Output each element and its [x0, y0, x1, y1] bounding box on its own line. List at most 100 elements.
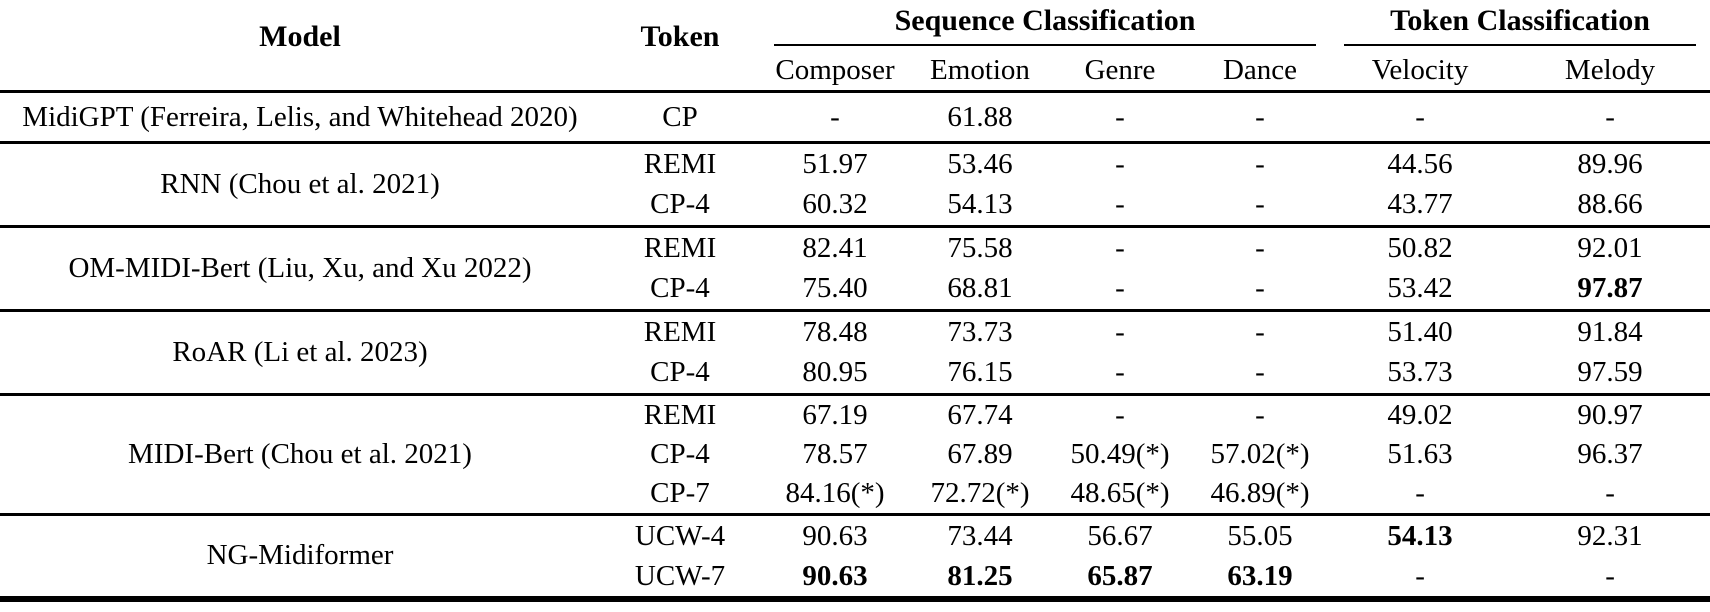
metric-value: - — [1115, 272, 1125, 305]
metric-value: 81.25 — [947, 559, 1013, 592]
token-type: REMI — [643, 147, 717, 180]
metric-value: - — [1255, 398, 1265, 431]
model-group: NG-Midiformer UCW-4 90.63 73.44 56.67 55.05 54… — [0, 514, 1710, 599]
token-type: REMI — [643, 315, 717, 348]
metric-value: - — [1255, 231, 1265, 264]
table-row: UCW-7 90.63 81.25 65.87 63.19 - - — [0, 557, 1710, 599]
metric-value: - — [1255, 100, 1265, 133]
metric-value: 91.84 — [1577, 315, 1643, 348]
metric-value: 56.67 — [1087, 519, 1153, 552]
metric-value: 90.97 — [1577, 398, 1643, 431]
table-row: RoAR (Li et al. 2023) REMI 78.48 73.73 - - 51.… — [0, 311, 1710, 368]
metric-value: 65.87 — [1087, 559, 1153, 592]
metric-value: 75.58 — [947, 231, 1013, 264]
metric-value: 61.88 — [947, 100, 1013, 133]
group-header-token-classification: Token Classification — [1330, 0, 1710, 50]
metric-value: - — [1115, 356, 1125, 389]
metric-value: 78.57 — [802, 438, 868, 470]
metric-value: - — [1255, 272, 1265, 305]
table-row: MIDI-Bert (Chou et al. 2021) REMI 67.19 67.… — [0, 395, 1710, 470]
token-type: REMI — [643, 231, 717, 264]
group-header-token-classification-label: Token Classification — [1344, 4, 1697, 46]
header-row-metrics: Composer Emotion Genre Dance Velocity Me… — [0, 50, 1710, 92]
token-type: UCW-4 — [634, 519, 726, 552]
metric-value: 53.42 — [1387, 272, 1453, 305]
metric-value: 97.87 — [1577, 272, 1643, 305]
model-group: RNN (Chou et al. 2021) REMI 51.97 53.46 - - 44… — [0, 142, 1710, 227]
metric-value: - — [1115, 147, 1125, 180]
metric-value: - — [1415, 477, 1425, 510]
metric-value: - — [1115, 231, 1125, 264]
token-type: CP-4 — [650, 438, 710, 470]
column-header-dance: Dance — [1222, 53, 1298, 86]
metric-value: 44.56 — [1387, 147, 1453, 180]
metric-value: 84.16(*) — [785, 477, 885, 510]
token-type: CP-4 — [650, 272, 710, 305]
metric-value: 90.63 — [802, 519, 868, 552]
table-row: CP-4 78.57 67.89 50.49(*) 57.02(*) 51.63 96.37 — [0, 435, 1710, 475]
column-header-genre: Genre — [1084, 53, 1156, 86]
metric-value: 92.31 — [1577, 519, 1643, 552]
group-header-sequence-classification-label: Sequence Classification — [774, 4, 1317, 46]
metric-value: 55.05 — [1227, 519, 1293, 552]
metric-value: 96.37 — [1577, 438, 1643, 470]
column-header-model: Model — [259, 20, 341, 53]
table-header: Model Token Sequence Classification Toke… — [0, 0, 1710, 92]
model-name: MIDI-Bert (Chou et al. 2021) — [128, 438, 472, 470]
table-row: NG-Midiformer UCW-4 90.63 73.44 56.67 55.05 54… — [0, 515, 1710, 572]
metric-value: 68.81 — [947, 272, 1013, 305]
metric-value: 67.19 — [802, 398, 868, 431]
metric-value: 80.95 — [802, 356, 868, 389]
metric-value: 46.89(*) — [1210, 477, 1310, 510]
token-type: CP-4 — [650, 188, 710, 221]
table-row: CP-4 80.95 76.15 - - 53.73 97.59 — [0, 353, 1710, 395]
model-name: MidiGPT (Ferreira, Lelis, and Whitehead … — [22, 100, 578, 133]
table-row: MidiGPT (Ferreira, Lelis, and Whitehead … — [0, 92, 1710, 143]
metric-value: 50.49(*) — [1070, 438, 1170, 470]
column-header-emotion: Emotion — [930, 53, 1030, 86]
model-group: MIDI-Bert (Chou et al. 2021) REMI 67.19 67.… — [0, 394, 1710, 515]
metric-value: 67.89 — [947, 438, 1013, 470]
table-row: OM-MIDI-Bert (Liu, Xu, and Xu 2022) REMI 8… — [0, 227, 1710, 284]
model-name: RoAR (Li et al. 2023) — [172, 336, 428, 368]
metric-value: 51.97 — [802, 147, 868, 180]
model-name: OM-MIDI-Bert (Liu, Xu, and Xu 2022) — [68, 252, 532, 284]
model-group: RoAR (Li et al. 2023) REMI 78.48 73.73 - - 51.… — [0, 310, 1710, 395]
metric-value: - — [1255, 188, 1265, 221]
metric-value: 76.15 — [947, 356, 1013, 389]
metric-value: 88.66 — [1577, 188, 1643, 221]
token-type: CP — [662, 100, 698, 133]
metric-value: - — [1605, 100, 1615, 133]
metric-value: 51.40 — [1387, 315, 1453, 348]
token-type: REMI — [643, 398, 717, 431]
column-header-token: Token — [640, 20, 720, 53]
metric-value: 49.02 — [1387, 398, 1453, 431]
column-header-velocity: Velocity — [1371, 53, 1469, 86]
metric-value: 63.19 — [1227, 559, 1293, 592]
metric-value: - — [1115, 100, 1125, 133]
metric-value: - — [830, 100, 840, 133]
metric-value: 57.02(*) — [1210, 438, 1310, 470]
model-name: RNN (Chou et al. 2021) — [160, 168, 440, 200]
metric-value: - — [1255, 147, 1265, 180]
metric-value: 72.72(*) — [930, 477, 1030, 510]
metric-value: - — [1605, 559, 1615, 592]
token-type: CP-7 — [650, 477, 710, 510]
group-header-sequence-classification: Sequence Classification — [760, 0, 1330, 50]
metric-value: - — [1115, 188, 1125, 221]
table-row: CP-7 84.16(*) 72.72(*) 48.65(*) 46.89(*) - - — [0, 475, 1710, 515]
token-type: CP-4 — [650, 356, 710, 389]
column-header-melody: Melody — [1564, 53, 1656, 86]
model-name: NG-Midiformer — [206, 539, 394, 572]
metric-value: 97.59 — [1577, 356, 1643, 389]
metric-value: - — [1255, 356, 1265, 389]
metric-value: - — [1115, 315, 1125, 348]
metric-value: 75.40 — [802, 272, 868, 305]
table-row: CP-4 60.32 54.13 - - 43.77 88.66 — [0, 185, 1710, 227]
metric-value: 54.13 — [1387, 519, 1453, 552]
model-group: OM-MIDI-Bert (Liu, Xu, and Xu 2022) REMI 8… — [0, 226, 1710, 311]
metric-value: - — [1415, 559, 1425, 592]
table-row: RNN (Chou et al. 2021) REMI 51.97 53.46 - - 44… — [0, 143, 1710, 200]
metric-value: 48.65(*) — [1070, 477, 1170, 510]
metric-value: 73.73 — [947, 315, 1013, 348]
